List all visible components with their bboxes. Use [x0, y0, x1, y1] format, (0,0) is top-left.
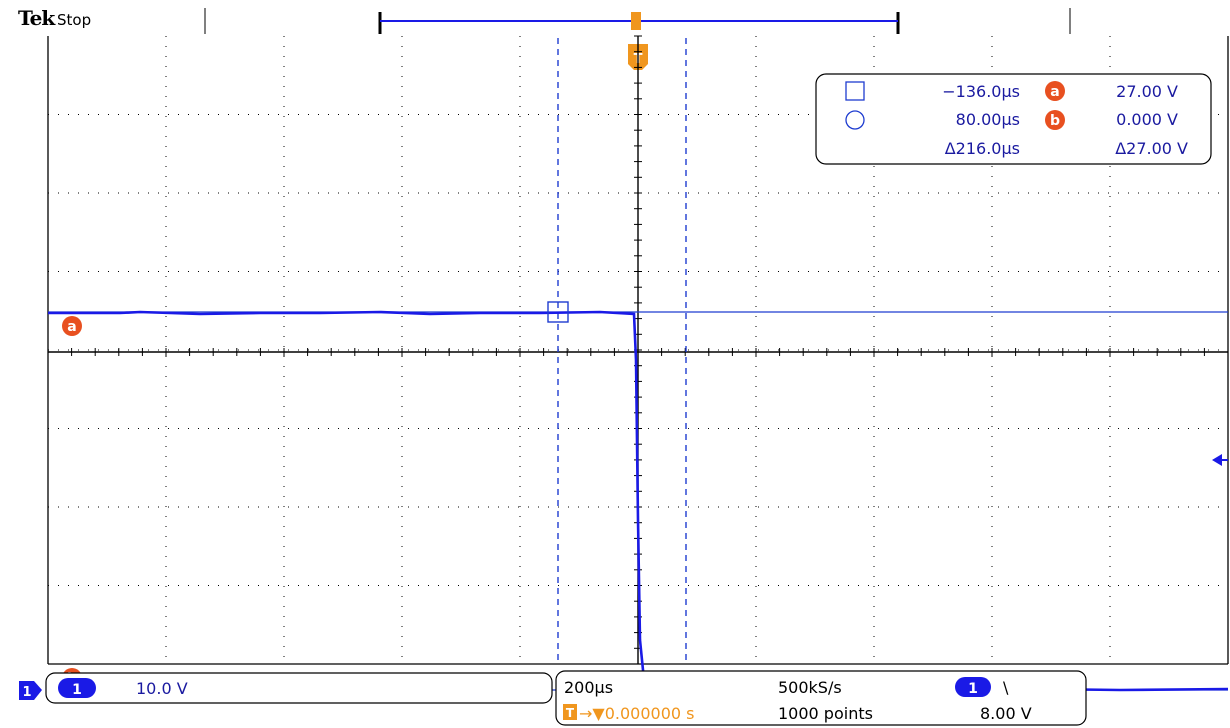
svg-text:a: a	[67, 319, 76, 335]
cursor-b-value: 0.000 V	[1116, 110, 1178, 129]
cursor-a-source-icon: a	[1045, 81, 1065, 101]
trigger-source-badge	[955, 677, 991, 697]
trigger-position-icon	[563, 704, 577, 720]
cursor-a-square-marker	[547, 301, 569, 323]
cursor-b-circle-icon	[845, 110, 865, 130]
svg-text:a: a	[1050, 84, 1059, 100]
svg-text:T: T	[566, 706, 575, 720]
trigger-level: 8.00 V	[980, 704, 1032, 723]
channel-1-badge: 1	[72, 682, 82, 698]
sample-rate: 500kS/s	[778, 678, 842, 697]
svg-text:1: 1	[22, 685, 31, 700]
cursor-readout-panel: −136.0µs 80.00µs Δ216.0µs a b 27.00 V 0.…	[815, 73, 1212, 165]
trigger-level-arrow[interactable]	[1212, 454, 1222, 466]
cursor-a-value: 27.00 V	[1116, 82, 1178, 101]
channel-1-info-box[interactable]: 1 10.0 V	[45, 672, 553, 704]
brand-logo: Tek	[18, 6, 56, 30]
channel-1-scale: 10.0 V	[136, 679, 188, 698]
cursor-a-square-icon	[845, 81, 865, 101]
record-length: 1000 points	[778, 704, 873, 723]
channel-1-ground-marker[interactable]: 1	[19, 681, 42, 700]
svg-text:b: b	[1050, 113, 1060, 129]
trigger-slope-icon: \	[1003, 678, 1009, 697]
delta-time: Δ216.0µs	[945, 139, 1020, 158]
waveform-label-a: a	[62, 316, 82, 336]
cursor-b-source-icon: b	[1045, 110, 1065, 130]
cursor-b-time: 80.00µs	[956, 110, 1020, 129]
cursor-a-time: −136.0µs	[942, 82, 1020, 101]
acquisition-status: Stop	[57, 11, 91, 29]
delta-value: Δ27.00 V	[1115, 139, 1188, 158]
svg-text:1: 1	[968, 681, 978, 697]
time-per-division: 200µs	[564, 678, 613, 697]
timebase-info-box[interactable]: 200µs T →▼0.000000 s 500kS/s 1000 points…	[555, 670, 1087, 726]
trigger-position-value: →▼0.000000 s	[579, 704, 694, 723]
record-trigger-marker	[631, 12, 641, 30]
